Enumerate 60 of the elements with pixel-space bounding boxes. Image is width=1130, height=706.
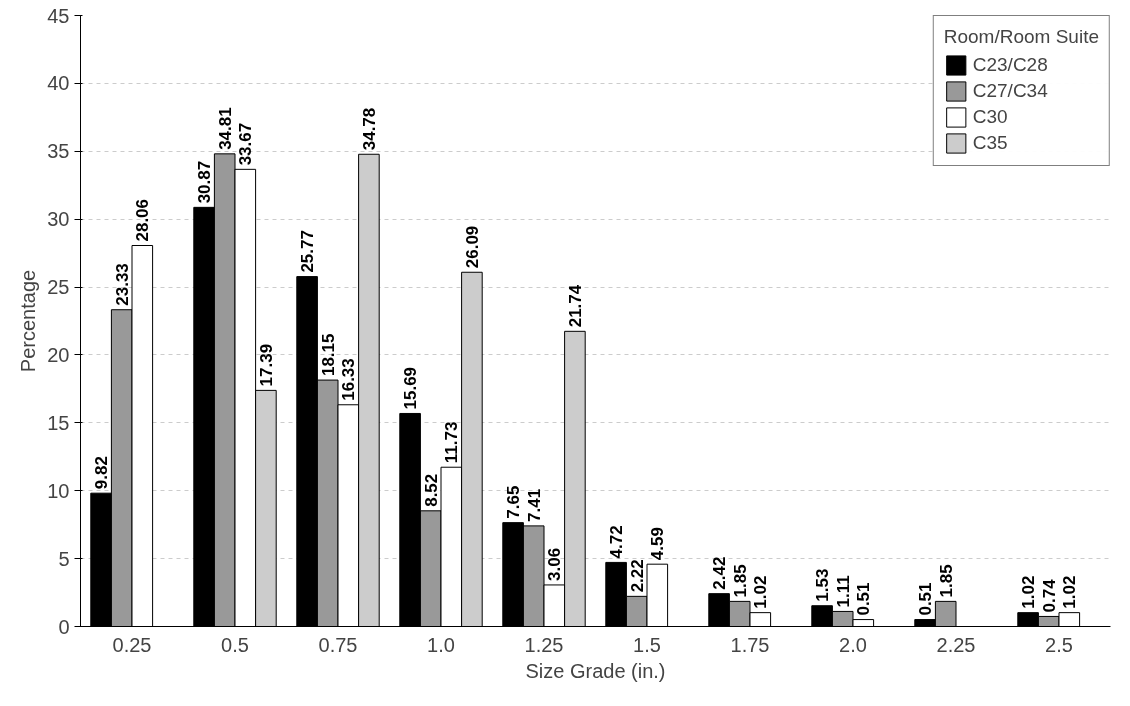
data-label: 1.02 [751, 575, 771, 609]
data-label: 1.85 [936, 564, 956, 598]
x-tick-label: 0.5 [221, 633, 249, 656]
data-label: 1.02 [1060, 575, 1080, 609]
data-label: 0.51 [916, 582, 936, 616]
data-label: 23.33 [112, 263, 132, 306]
data-label: 34.81 [215, 107, 235, 150]
y-tick-label: 30 [47, 208, 70, 231]
legend-label: C30 [972, 106, 1008, 128]
x-tick-label: 1.0 [427, 633, 455, 656]
data-label: 33.67 [236, 122, 256, 166]
legend-title: Room/Room Suite [943, 26, 1099, 48]
data-label: 8.52 [421, 473, 441, 507]
legend-label: C27/C34 [972, 80, 1048, 102]
data-label: 0.51 [854, 582, 874, 616]
legend-label: C35 [972, 132, 1008, 154]
data-label: 7.65 [504, 485, 524, 519]
y-tick-label: 35 [47, 140, 70, 163]
data-label: 16.33 [339, 358, 359, 401]
y-tick-label: 25 [47, 276, 70, 299]
data-label: 30.87 [195, 160, 215, 204]
data-label: 1.02 [1019, 575, 1039, 609]
data-label: 21.74 [565, 284, 585, 328]
data-label: 18.15 [318, 333, 338, 377]
data-label: 1.53 [813, 568, 833, 602]
data-label: 0.74 [1039, 578, 1059, 613]
y-axis-title: Percentage [17, 269, 40, 373]
x-axis-title: Size Grade (in.) [525, 659, 666, 682]
y-tick-label: 0 [58, 615, 70, 638]
data-label: 7.41 [524, 488, 544, 522]
x-tick-label: 0.75 [318, 633, 358, 656]
data-label: 4.59 [648, 527, 668, 561]
data-label: 3.06 [545, 547, 565, 581]
legend-label: C23/C28 [972, 54, 1048, 76]
x-tick-label: 2.0 [839, 633, 867, 656]
data-label: 26.09 [462, 225, 482, 269]
data-label: 2.42 [710, 556, 730, 590]
y-tick-label: 5 [58, 547, 70, 570]
data-label: 2.22 [627, 559, 647, 593]
data-label: 15.69 [401, 366, 421, 410]
x-tick-label: 2.25 [936, 633, 976, 656]
x-tick-label: 2.5 [1045, 633, 1073, 656]
data-label: 34.78 [359, 107, 379, 151]
data-label: 25.77 [298, 230, 318, 273]
data-label: 1.11 [833, 575, 853, 608]
x-tick-label: 1.75 [730, 633, 770, 656]
x-tick-label: 0.25 [112, 633, 152, 656]
data-label: 4.72 [607, 525, 627, 559]
y-tick-label: 45 [47, 4, 70, 27]
y-tick-label: 20 [47, 343, 70, 366]
y-tick-label: 40 [47, 72, 70, 95]
data-label: 1.85 [730, 564, 750, 598]
data-label: 11.73 [442, 421, 462, 464]
data-label: 9.82 [92, 456, 112, 490]
data-label: 17.39 [256, 343, 276, 387]
x-tick-label: 1.25 [524, 633, 564, 656]
y-tick-label: 15 [47, 411, 70, 434]
y-tick-label: 10 [47, 479, 70, 502]
x-tick-label: 1.5 [633, 633, 661, 656]
data-label: 28.06 [133, 198, 153, 242]
